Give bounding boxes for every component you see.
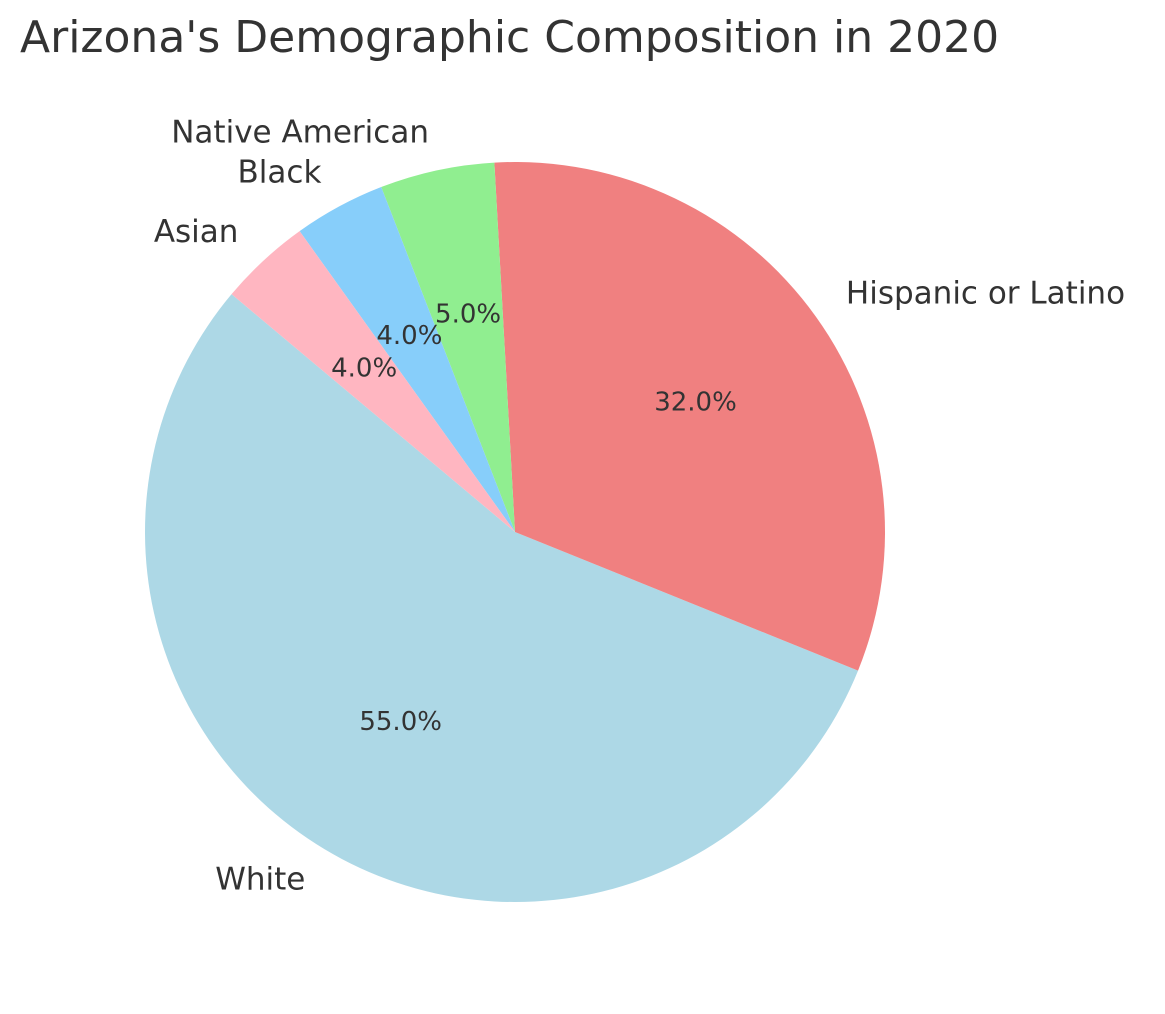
pie-slice-hispanic-or-latino bbox=[494, 162, 885, 671]
pie-labels: White 55.0% Hispanic or Latino 32.0% Native … bbox=[154, 115, 1125, 898]
pct-label-hispanic-or-latino: 32.0% bbox=[654, 387, 737, 417]
pie-slice-white bbox=[145, 294, 859, 902]
pie-slice-asian bbox=[231, 231, 516, 533]
pct-label-white: 55.0% bbox=[359, 707, 442, 737]
slice-label-black: Black bbox=[238, 154, 322, 190]
slice-label-white: White bbox=[215, 861, 305, 897]
pct-label-black: 4.0% bbox=[376, 321, 442, 351]
chart-title: Arizona's Demographic Composition in 202… bbox=[20, 12, 1000, 63]
pie-slice-black bbox=[299, 187, 515, 532]
pct-label-native-american: 5.0% bbox=[435, 300, 501, 330]
slice-label-hispanic-or-latino: Hispanic or Latino bbox=[846, 276, 1125, 312]
slice-label-native-american: Native American bbox=[171, 115, 429, 151]
pie-slices bbox=[145, 162, 885, 902]
slice-label-asian: Asian bbox=[154, 214, 239, 250]
pie-slice-native-american bbox=[381, 162, 515, 533]
pct-label-asian: 4.0% bbox=[331, 354, 397, 384]
